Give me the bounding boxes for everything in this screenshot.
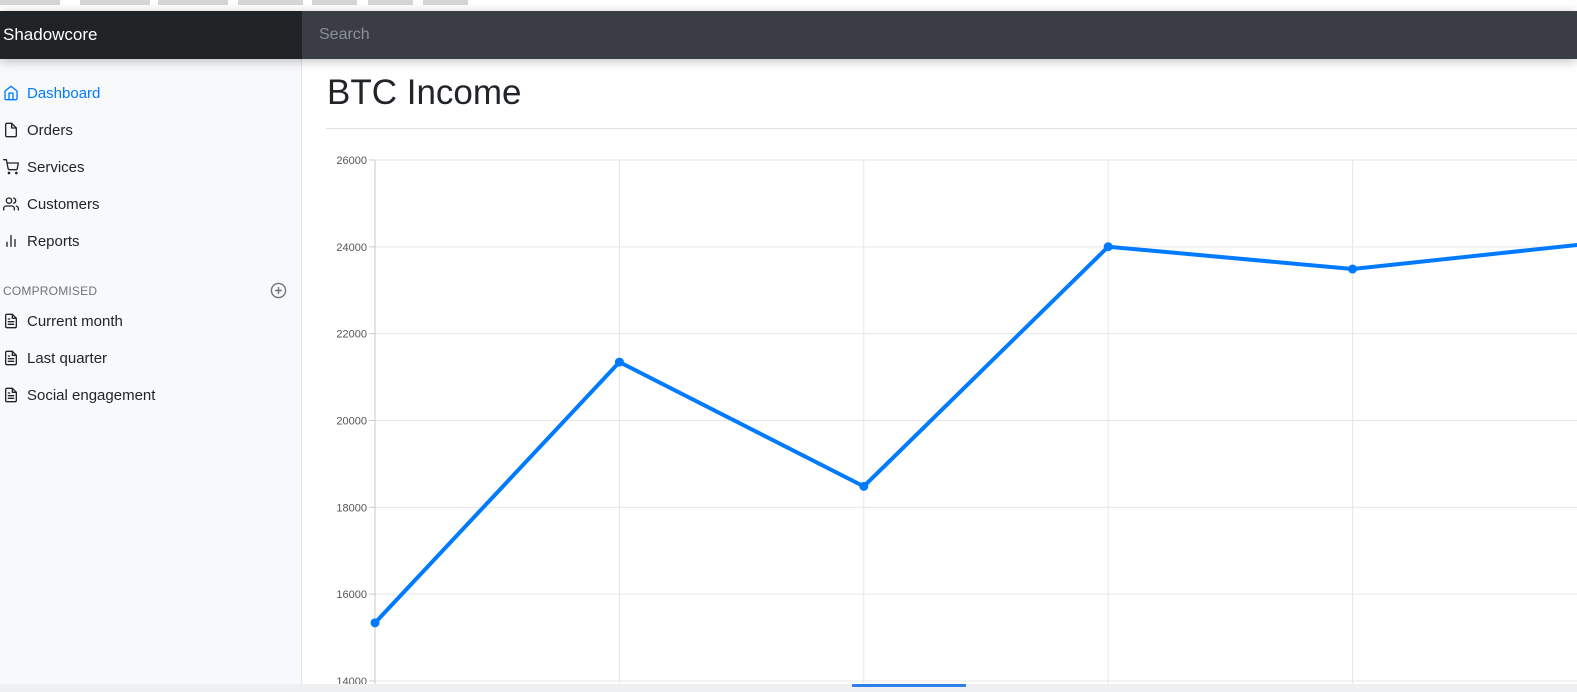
cart-icon xyxy=(3,159,19,175)
file-icon xyxy=(3,122,19,138)
sidebar-report-current-month[interactable]: Current month xyxy=(0,308,300,334)
horizontal-scrollbar[interactable] xyxy=(0,684,1577,692)
y-tick-label: 22000 xyxy=(336,329,367,341)
main-content: BTC Income 26000 24000 22000 20000 18000 1600… xyxy=(302,59,1577,692)
series-line xyxy=(373,242,1577,625)
file-text-icon xyxy=(3,350,19,366)
sidebar: Dashboard Orders Services Customers Repo… xyxy=(0,59,302,692)
data-point xyxy=(1103,242,1113,252)
sidebar-item-label: Customers xyxy=(27,195,100,213)
data-point xyxy=(614,357,624,367)
file-text-icon xyxy=(3,387,19,403)
sidebar-item-dashboard[interactable]: Dashboard xyxy=(0,80,300,106)
sidebar-item-reports[interactable]: Reports xyxy=(0,228,300,254)
y-tick-label: 18000 xyxy=(336,502,367,514)
brand-logo[interactable]: Shadowcore xyxy=(0,11,302,59)
sidebar-item-label: Last quarter xyxy=(27,349,108,367)
sidebar-item-orders[interactable]: Orders xyxy=(0,117,300,143)
y-tick-label: 16000 xyxy=(336,589,367,601)
title-divider xyxy=(326,128,1577,129)
search-input[interactable] xyxy=(302,11,1577,59)
y-tick-label: 24000 xyxy=(336,242,367,254)
users-icon xyxy=(3,196,19,212)
bar-chart-icon xyxy=(3,233,19,249)
data-point xyxy=(370,618,380,628)
file-text-icon xyxy=(3,313,19,329)
y-tick-label: 20000 xyxy=(336,416,367,428)
data-point xyxy=(1348,264,1358,274)
sidebar-report-social-engagement[interactable]: Social engagement xyxy=(0,382,300,408)
sidebar-item-label: Current month xyxy=(27,312,123,330)
sidebar-report-last-quarter[interactable]: Last quarter xyxy=(0,345,300,371)
page-title: BTC Income xyxy=(327,73,522,112)
sidebar-item-label: Social engagement xyxy=(27,386,156,404)
data-point xyxy=(859,481,869,491)
section-heading: COMPROMISED xyxy=(3,284,98,298)
y-tick-label: 26000 xyxy=(336,155,367,167)
sidebar-item-services[interactable]: Services xyxy=(0,154,300,180)
sidebar-item-customers[interactable]: Customers xyxy=(0,191,300,217)
top-navbar: Shadowcore xyxy=(0,11,1577,59)
home-icon xyxy=(3,85,19,101)
scrollbar-thumb[interactable] xyxy=(852,684,966,687)
sidebar-item-label: Services xyxy=(27,158,85,176)
sidebar-item-label: Orders xyxy=(27,121,73,139)
plus-circle-icon[interactable] xyxy=(270,282,287,299)
sidebar-item-label: Reports xyxy=(27,232,80,250)
sidebar-item-label: Dashboard xyxy=(27,84,101,102)
